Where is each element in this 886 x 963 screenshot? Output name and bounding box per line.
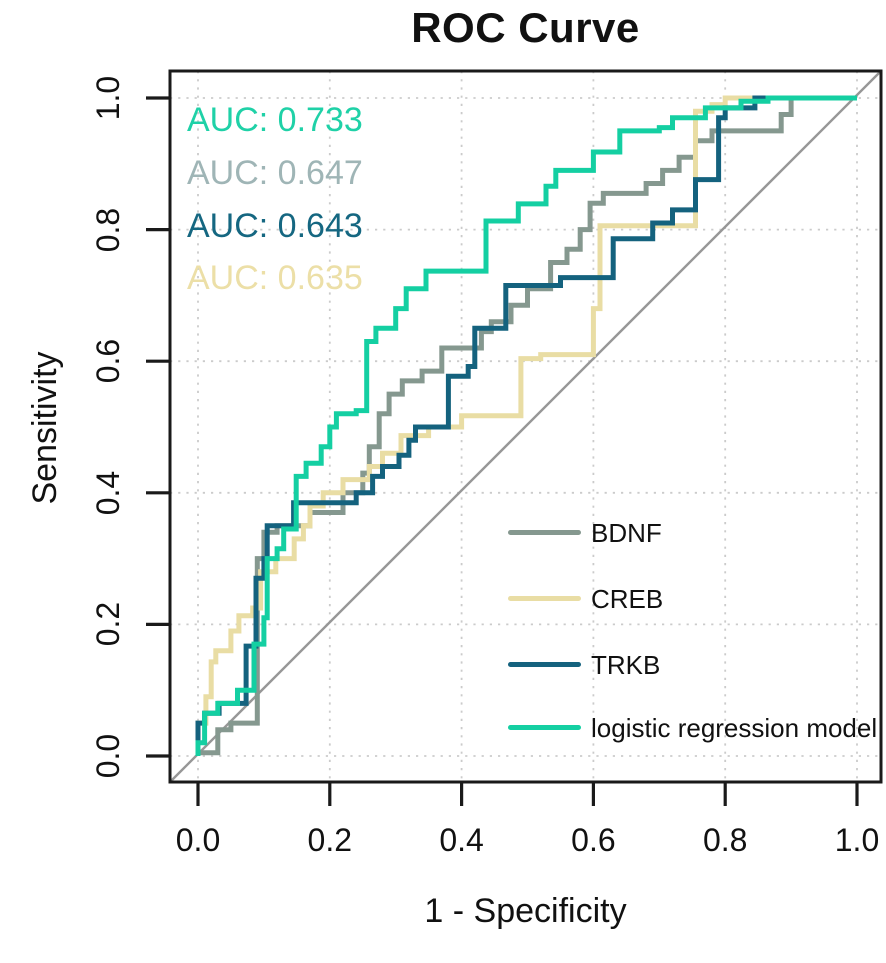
x-tick-label: 0.6 [571,822,616,858]
legend-label-bdnf: BDNF [591,518,662,548]
auc-annotation-trkb: AUC: 0.643 [187,207,363,245]
reference-diagonal [169,70,882,783]
x-tick-label: 1.0 [834,822,880,858]
auc-annotation-logistic-regression-model: AUC: 0.733 [187,101,363,139]
x-tick-label: 0.4 [439,822,484,858]
auc-annotation-bdnf: AUC: 0.647 [187,154,363,192]
plot-box [168,69,883,784]
y-tick-label: 0.6 [89,338,126,384]
y-axis-label: Sensitivity [25,351,64,505]
roc-curve-bdnf [195,95,857,756]
y-tick-label: 1.0 [89,75,126,121]
x-tick-label: 0.0 [175,822,221,858]
legend-line-creb [508,596,581,601]
auc-annotation-creb: AUC: 0.635 [187,259,363,297]
y-tick-label: 0.0 [89,733,126,779]
y-tick-label: 0.2 [89,602,126,647]
legend-label-trkb: TRKB [591,650,661,680]
x-axis-label: 1 - Specificity [424,892,627,930]
legend-line-trkb [508,662,581,667]
x-tick-label: 0.2 [307,822,353,858]
y-tick-label: 0.4 [89,470,126,516]
legend-label-creb: CREB [591,584,664,614]
roc-curve-logistic-regression-model [195,95,857,756]
legend-label-logistic-regression-model: logistic regression model [591,713,878,743]
y-tick-label: 0.8 [89,207,126,252]
legend-line-bdnf [508,530,581,535]
x-tick-label: 0.8 [702,822,748,858]
roc-curve-trkb [195,95,857,756]
chart-title: ROC Curve [411,4,640,51]
legend-line-logistic-regression-model [508,725,581,730]
roc-curve-creb [195,95,857,756]
